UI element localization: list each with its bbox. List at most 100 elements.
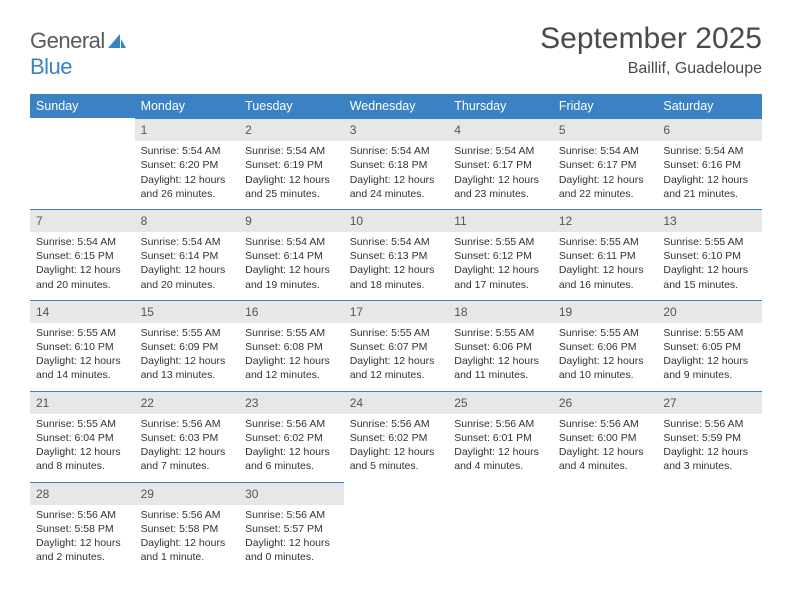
daylight-text: Daylight: 12 hours and 12 minutes. (245, 354, 338, 382)
sunset-text: Sunset: 6:16 PM (663, 158, 756, 172)
daylight-text: Daylight: 12 hours and 22 minutes. (559, 173, 652, 201)
calendar-cell: 24Sunrise: 5:56 AMSunset: 6:02 PMDayligh… (344, 391, 449, 482)
calendar-cell: 4Sunrise: 5:54 AMSunset: 6:17 PMDaylight… (448, 118, 553, 209)
day-body: Sunrise: 5:54 AMSunset: 6:17 PMDaylight:… (553, 141, 658, 209)
day-number: 1 (135, 118, 240, 141)
day-number: 20 (657, 300, 762, 323)
day-number: 17 (344, 300, 449, 323)
calendar-cell: 7Sunrise: 5:54 AMSunset: 6:15 PMDaylight… (30, 209, 135, 300)
calendar-cell: 6Sunrise: 5:54 AMSunset: 6:16 PMDaylight… (657, 118, 762, 209)
calendar-cell: 25Sunrise: 5:56 AMSunset: 6:01 PMDayligh… (448, 391, 553, 482)
day-body: Sunrise: 5:55 AMSunset: 6:08 PMDaylight:… (239, 323, 344, 391)
sunrise-text: Sunrise: 5:55 AM (141, 326, 234, 340)
daylight-text: Daylight: 12 hours and 8 minutes. (36, 445, 129, 473)
daylight-text: Daylight: 12 hours and 21 minutes. (663, 173, 756, 201)
logo-text-2: Blue (30, 54, 72, 79)
daylight-text: Daylight: 12 hours and 20 minutes. (141, 263, 234, 291)
sunrise-text: Sunrise: 5:55 AM (245, 326, 338, 340)
daylight-text: Daylight: 12 hours and 1 minute. (141, 536, 234, 564)
calendar-table: Sunday Monday Tuesday Wednesday Thursday… (30, 94, 762, 572)
calendar-cell: 9Sunrise: 5:54 AMSunset: 6:14 PMDaylight… (239, 209, 344, 300)
day-body: Sunrise: 5:54 AMSunset: 6:18 PMDaylight:… (344, 141, 449, 209)
sunrise-text: Sunrise: 5:56 AM (245, 508, 338, 522)
sunrise-text: Sunrise: 5:56 AM (245, 417, 338, 431)
sunset-text: Sunset: 6:17 PM (559, 158, 652, 172)
daylight-text: Daylight: 12 hours and 18 minutes. (350, 263, 443, 291)
daylight-text: Daylight: 12 hours and 7 minutes. (141, 445, 234, 473)
weekday-header: Sunday (30, 94, 135, 118)
day-body: Sunrise: 5:54 AMSunset: 6:13 PMDaylight:… (344, 232, 449, 300)
sunrise-text: Sunrise: 5:54 AM (36, 235, 129, 249)
day-body: Sunrise: 5:55 AMSunset: 6:05 PMDaylight:… (657, 323, 762, 391)
daylight-text: Daylight: 12 hours and 14 minutes. (36, 354, 129, 382)
daylight-text: Daylight: 12 hours and 19 minutes. (245, 263, 338, 291)
calendar-cell: 1Sunrise: 5:54 AMSunset: 6:20 PMDaylight… (135, 118, 240, 209)
sunrise-text: Sunrise: 5:55 AM (350, 326, 443, 340)
day-body: Sunrise: 5:56 AMSunset: 6:02 PMDaylight:… (239, 414, 344, 482)
sunrise-text: Sunrise: 5:54 AM (141, 235, 234, 249)
sunset-text: Sunset: 6:00 PM (559, 431, 652, 445)
sunrise-text: Sunrise: 5:54 AM (454, 144, 547, 158)
calendar-cell: 17Sunrise: 5:55 AMSunset: 6:07 PMDayligh… (344, 300, 449, 391)
calendar-cell: 30Sunrise: 5:56 AMSunset: 5:57 PMDayligh… (239, 482, 344, 573)
weekday-header: Friday (553, 94, 658, 118)
day-number: 10 (344, 209, 449, 232)
day-number: 27 (657, 391, 762, 414)
daylight-text: Daylight: 12 hours and 24 minutes. (350, 173, 443, 201)
daylight-text: Daylight: 12 hours and 17 minutes. (454, 263, 547, 291)
sunset-text: Sunset: 6:17 PM (454, 158, 547, 172)
calendar-cell: 3Sunrise: 5:54 AMSunset: 6:18 PMDaylight… (344, 118, 449, 209)
sunset-text: Sunset: 6:20 PM (141, 158, 234, 172)
calendar-row: 14Sunrise: 5:55 AMSunset: 6:10 PMDayligh… (30, 300, 762, 391)
day-number: 21 (30, 391, 135, 414)
sunrise-text: Sunrise: 5:54 AM (350, 235, 443, 249)
sunrise-text: Sunrise: 5:54 AM (245, 235, 338, 249)
day-body: Sunrise: 5:56 AMSunset: 6:03 PMDaylight:… (135, 414, 240, 482)
sunset-text: Sunset: 6:14 PM (245, 249, 338, 263)
page-title: September 2025 (540, 22, 762, 56)
calendar-cell: 8Sunrise: 5:54 AMSunset: 6:14 PMDaylight… (135, 209, 240, 300)
calendar-row: 28Sunrise: 5:56 AMSunset: 5:58 PMDayligh… (30, 482, 762, 573)
location-text: Baillif, Guadeloupe (628, 60, 762, 78)
calendar-cell: 16Sunrise: 5:55 AMSunset: 6:08 PMDayligh… (239, 300, 344, 391)
calendar-cell: 5Sunrise: 5:54 AMSunset: 6:17 PMDaylight… (553, 118, 658, 209)
sunrise-text: Sunrise: 5:56 AM (141, 508, 234, 522)
day-body: Sunrise: 5:55 AMSunset: 6:09 PMDaylight:… (135, 323, 240, 391)
daylight-text: Daylight: 12 hours and 11 minutes. (454, 354, 547, 382)
calendar-cell: 19Sunrise: 5:55 AMSunset: 6:06 PMDayligh… (553, 300, 658, 391)
day-number: 8 (135, 209, 240, 232)
weekday-header: Tuesday (239, 94, 344, 118)
weekday-header: Monday (135, 94, 240, 118)
sunrise-text: Sunrise: 5:54 AM (245, 144, 338, 158)
day-number: 29 (135, 482, 240, 505)
sunrise-text: Sunrise: 5:55 AM (663, 326, 756, 340)
calendar-cell (448, 482, 553, 573)
calendar-row: 1Sunrise: 5:54 AMSunset: 6:20 PMDaylight… (30, 118, 762, 209)
calendar-cell: 21Sunrise: 5:55 AMSunset: 6:04 PMDayligh… (30, 391, 135, 482)
sunrise-text: Sunrise: 5:56 AM (36, 508, 129, 522)
sunset-text: Sunset: 6:19 PM (245, 158, 338, 172)
calendar-cell: 2Sunrise: 5:54 AMSunset: 6:19 PMDaylight… (239, 118, 344, 209)
day-number: 12 (553, 209, 658, 232)
day-body: Sunrise: 5:54 AMSunset: 6:14 PMDaylight:… (135, 232, 240, 300)
sunrise-text: Sunrise: 5:54 AM (559, 144, 652, 158)
sunset-text: Sunset: 5:57 PM (245, 522, 338, 536)
daylight-text: Daylight: 12 hours and 13 minutes. (141, 354, 234, 382)
daylight-text: Daylight: 12 hours and 25 minutes. (245, 173, 338, 201)
daylight-text: Daylight: 12 hours and 5 minutes. (350, 445, 443, 473)
daylight-text: Daylight: 12 hours and 0 minutes. (245, 536, 338, 564)
sunrise-text: Sunrise: 5:55 AM (454, 326, 547, 340)
sunset-text: Sunset: 6:12 PM (454, 249, 547, 263)
sunrise-text: Sunrise: 5:55 AM (36, 326, 129, 340)
sunset-text: Sunset: 6:09 PM (141, 340, 234, 354)
sunset-text: Sunset: 6:18 PM (350, 158, 443, 172)
calendar-cell: 29Sunrise: 5:56 AMSunset: 5:58 PMDayligh… (135, 482, 240, 573)
day-number: 5 (553, 118, 658, 141)
daylight-text: Daylight: 12 hours and 26 minutes. (141, 173, 234, 201)
sunrise-text: Sunrise: 5:56 AM (559, 417, 652, 431)
day-number: 4 (448, 118, 553, 141)
calendar-row: 7Sunrise: 5:54 AMSunset: 6:15 PMDaylight… (30, 209, 762, 300)
calendar-cell (30, 118, 135, 209)
day-number: 6 (657, 118, 762, 141)
daylight-text: Daylight: 12 hours and 12 minutes. (350, 354, 443, 382)
